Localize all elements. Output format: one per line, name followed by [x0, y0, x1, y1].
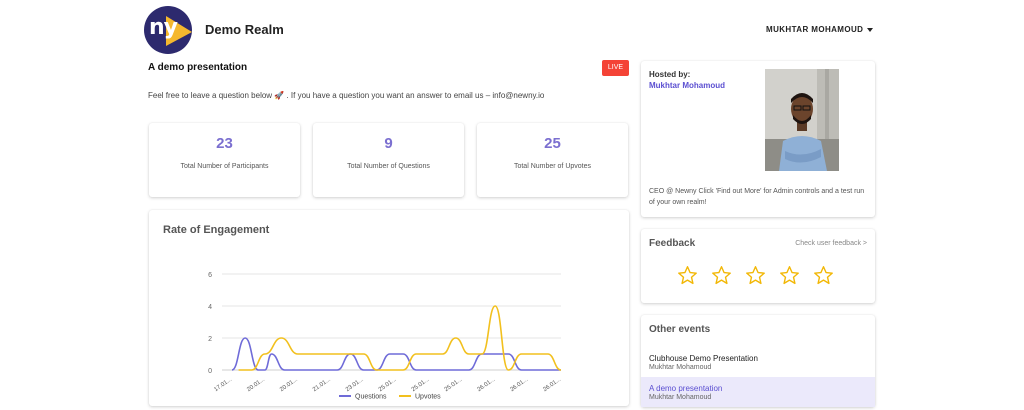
y-tick-label: 4	[208, 304, 212, 311]
x-tick-label: 25.01...	[378, 377, 398, 394]
x-tick-label: 20.01...	[246, 377, 266, 394]
chart-title: Rate of Engagement	[163, 224, 270, 236]
x-tick-label: 26.01...	[542, 377, 562, 394]
event-host: Mukhtar Mohamoud	[649, 394, 712, 401]
realm-logo: ny	[144, 6, 192, 54]
logo-arrow-icon	[166, 16, 192, 46]
event-item-active[interactable]: A demo presentation Mukhtar Mohamoud	[641, 377, 875, 407]
host-photo	[765, 69, 839, 171]
star-icon[interactable]	[779, 265, 800, 286]
legend-label: Upvotes	[415, 394, 441, 401]
star-icon[interactable]	[813, 265, 834, 286]
stat-label: Total Number of Upvotes	[513, 163, 592, 170]
y-tick-label: 0	[208, 368, 212, 375]
event-name: Clubhouse Demo Presentation	[649, 354, 758, 363]
logo-text: ny	[149, 15, 178, 40]
user-menu-button[interactable]: MUKHTAR MOHAMOUD	[766, 25, 874, 34]
presentation-description: Feel free to leave a question below 🚀 . …	[148, 91, 545, 100]
x-tick-label: 26.01...	[477, 377, 497, 394]
stat-card-participants: 23 Total Number of Participants	[149, 123, 300, 197]
event-item[interactable]: Clubhouse Demo Presentation Mukhtar Moha…	[641, 347, 875, 377]
stat-value: 25	[544, 135, 561, 152]
rating-stars	[677, 265, 834, 286]
user-name: MUKHTAR MOHAMOUD	[766, 25, 864, 34]
stat-label: Total Number of Participants	[180, 163, 269, 170]
x-tick-label: 17.01...	[213, 377, 233, 394]
event-host: Mukhtar Mohamoud	[649, 364, 712, 371]
y-tick-label: 2	[208, 336, 212, 343]
stat-value: 23	[216, 135, 233, 152]
host-card: Hosted by: Mukhtar Mohamoud CEO @ Newny …	[641, 61, 875, 217]
star-icon[interactable]	[711, 265, 732, 286]
stat-card-upvotes: 25 Total Number of Upvotes	[477, 123, 628, 197]
y-tick-label: 6	[208, 272, 212, 279]
x-tick-label: 25.01...	[444, 377, 464, 394]
event-name: A demo presentation	[649, 384, 723, 393]
host-name-link[interactable]: Mukhtar Mohamoud	[649, 81, 725, 90]
other-events-title: Other events	[649, 324, 711, 335]
live-badge: LIVE	[602, 60, 629, 76]
star-icon[interactable]	[677, 265, 698, 286]
check-user-feedback-link[interactable]: Check user feedback >	[795, 240, 867, 247]
presentation-title: A demo presentation	[148, 62, 248, 73]
engagement-chart-card: Rate of Engagement 0 2 4 6 17.01... 20.01... 2…	[149, 210, 629, 406]
stat-label: Total Number of Questions	[347, 163, 430, 170]
x-tick-label: 26.01...	[509, 377, 529, 394]
host-bio: CEO @ Newny Click 'Find out More' for Ad…	[649, 188, 865, 206]
x-tick-label: 23.01...	[345, 377, 365, 394]
caret-down-icon	[867, 27, 874, 32]
stat-card-questions: 9 Total Number of Questions	[313, 123, 464, 197]
feedback-card: Feedback Check user feedback >	[641, 229, 875, 303]
star-icon[interactable]	[745, 265, 766, 286]
hosted-by-label: Hosted by:	[649, 70, 691, 79]
engagement-chart: 0 2 4 6 17.01... 20.01... 20.01... 21.01... 23.0…	[208, 272, 562, 401]
x-tick-label: 25.01...	[411, 377, 431, 394]
series-line-questions	[231, 337, 561, 371]
other-events-card: Other events Clubhouse Demo Presentation…	[641, 315, 875, 407]
stat-value: 9	[384, 135, 393, 152]
feedback-title: Feedback	[649, 238, 696, 249]
legend-label: Questions	[355, 394, 387, 401]
realm-name: Demo Realm	[205, 22, 284, 37]
x-tick-label: 20.01...	[279, 377, 299, 394]
series-line-upvotes	[238, 305, 562, 371]
x-tick-label: 21.01...	[312, 377, 332, 394]
